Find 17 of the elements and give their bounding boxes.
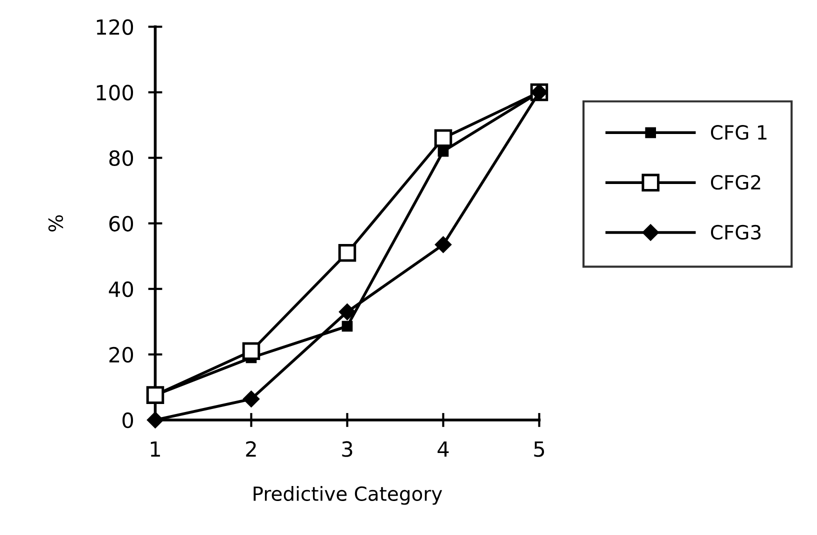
y-tick-label: 120 [96, 19, 134, 35]
y-tick-label: 40 [108, 281, 134, 298]
x-tick-label: 3 [342, 441, 352, 457]
legend-label: CFG2 [710, 174, 760, 190]
y-tick-label: 0 [122, 412, 134, 428]
legend-label: CFG3 [710, 224, 761, 240]
y-axis-title: % [48, 215, 64, 232]
x-tick-label: 1 [150, 441, 160, 457]
x-axis-title: Predictive Category [254, 486, 442, 505]
x-tick-label: 4 [438, 441, 449, 457]
x-tick-label: 5 [534, 441, 544, 457]
y-tick-label: 100 [96, 84, 134, 100]
y-tick-label: 60 [109, 216, 134, 232]
y-tick-label: 20 [109, 346, 134, 363]
x-tick-label: 2 [246, 441, 256, 457]
y-tick-label: 80 [109, 150, 134, 166]
legend-label: CFG 1 [710, 125, 766, 140]
